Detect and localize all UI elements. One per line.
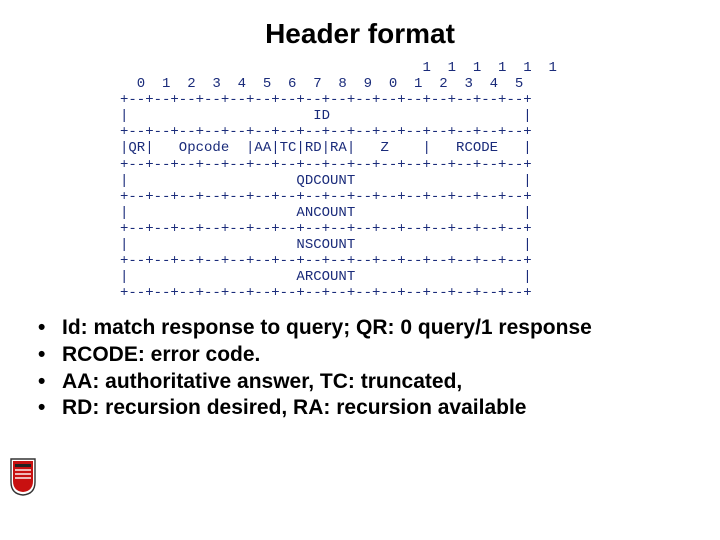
bullet-item-1: RCODE: error code. [28,342,720,368]
slide-title: Header format [0,0,720,50]
div-6: +--+--+--+--+--+--+--+--+--+--+--+--+--+… [120,285,532,301]
bullet-item-3: RD: recursion desired, RA: recursion ava… [28,395,720,421]
bit-row-nums: 0 1 2 3 4 5 6 7 8 9 0 1 2 3 4 5 [120,76,523,92]
shield-logo-icon [10,458,36,496]
row-ar: | ARCOUNT | [120,269,532,285]
div-2: +--+--+--+--+--+--+--+--+--+--+--+--+--+… [120,157,532,173]
row-qd: | QDCOUNT | [120,173,532,189]
row-id: | ID | [120,108,532,124]
bullet-item-0: Id: match response to query; QR: 0 query… [28,315,720,341]
div-1: +--+--+--+--+--+--+--+--+--+--+--+--+--+… [120,124,532,140]
div-5: +--+--+--+--+--+--+--+--+--+--+--+--+--+… [120,253,532,269]
bit-row-top: 1 1 1 1 1 1 [120,60,557,76]
row-an: | ANCOUNT | [120,205,532,221]
row-ns: | NSCOUNT | [120,237,532,253]
div-4: +--+--+--+--+--+--+--+--+--+--+--+--+--+… [120,221,532,237]
div-3: +--+--+--+--+--+--+--+--+--+--+--+--+--+… [120,189,532,205]
ascii-diagram: 1 1 1 1 1 1 0 1 2 3 4 5 6 7 8 9 0 1 2 3 … [120,60,600,301]
bullet-list: Id: match response to query; QR: 0 query… [28,315,720,420]
row-flags: |QR| Opcode |AA|TC|RD|RA| Z | RCODE | [120,140,532,156]
bullet-item-2: AA: authoritative answer, TC: truncated, [28,369,720,395]
div-0: +--+--+--+--+--+--+--+--+--+--+--+--+--+… [120,92,532,108]
slide: Header format 1 1 1 1 1 1 0 1 2 3 4 5 6 … [0,0,720,540]
